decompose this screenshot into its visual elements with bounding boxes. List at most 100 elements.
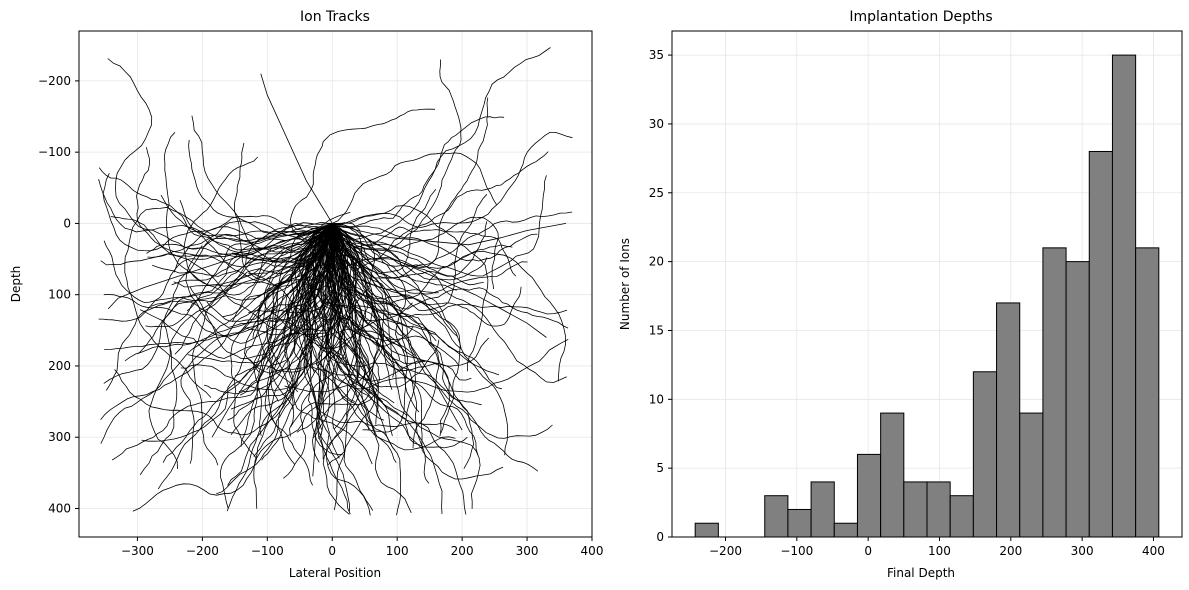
ion-track	[284, 223, 385, 393]
ion-track	[290, 223, 381, 428]
histogram-bar	[1111, 54, 1137, 538]
ion-track	[332, 97, 489, 269]
ion-tracks-title: Ion Tracks	[300, 9, 370, 25]
ion-tracks-ylabel: Depth	[9, 266, 23, 303]
implantation-depths-y-tick-label: 5	[656, 461, 664, 475]
ion-track	[331, 223, 358, 511]
ion-track	[300, 211, 351, 332]
histogram-bar	[926, 481, 951, 538]
ion-track	[100, 223, 333, 444]
ion-track	[332, 205, 489, 372]
ion-track	[311, 223, 395, 404]
ion-track	[332, 222, 457, 291]
ion-track	[332, 223, 528, 295]
histogram-bar	[903, 481, 928, 538]
ion-track	[234, 223, 344, 377]
implantation-depths-xlabel: Final Depth	[887, 566, 955, 580]
ion-track	[326, 223, 553, 439]
ion-track	[192, 223, 333, 466]
implantation-depths-y-tick-label: 10	[649, 392, 664, 406]
implantation-depths-y-tick-label: 0	[656, 530, 664, 544]
ion-track	[171, 222, 333, 286]
ion-track	[331, 223, 378, 425]
ion-track	[160, 194, 333, 234]
ion-track	[331, 223, 412, 513]
ion-track	[98, 223, 333, 322]
ion-track	[331, 223, 567, 383]
ion-track	[312, 223, 333, 477]
histogram-bar	[949, 495, 974, 538]
ion-track	[324, 223, 479, 456]
ion-track	[188, 139, 333, 242]
implantation-depths-title: Implantation Depths	[849, 9, 992, 25]
implantation-depths-x-tick-label: 0	[864, 544, 872, 558]
ion-tracks-x-tick-label: 400	[581, 544, 604, 558]
histogram-bar	[1088, 150, 1113, 538]
implantation-depths-x-ticks: −200 −100 0 100 200 300 400	[709, 537, 1165, 558]
ion-track	[107, 58, 333, 263]
ion-track	[331, 223, 408, 417]
histogram-bar	[810, 481, 835, 538]
ion-track	[132, 223, 367, 512]
ion-track	[103, 223, 333, 384]
ion-track	[253, 223, 374, 457]
ion-track	[186, 221, 333, 312]
implantation-depths-bars	[694, 54, 1160, 538]
ion-track	[331, 223, 500, 376]
ion-track	[330, 223, 481, 509]
ion-track	[145, 223, 333, 328]
ion-track	[318, 223, 396, 451]
ion-track	[309, 223, 440, 388]
histogram-bar	[856, 453, 882, 538]
ion-track	[139, 223, 333, 476]
implantation-depths-panel: Implantation Depths −200 −100 0 100 200 300 40…	[618, 9, 1183, 580]
ion-track	[103, 223, 333, 303]
ion-track	[248, 223, 338, 314]
ion-track	[183, 156, 333, 296]
ion-track	[220, 223, 333, 509]
implantation-depths-ylabel: Number of Ions	[618, 238, 632, 330]
ion-track	[114, 223, 334, 436]
ion-track	[331, 223, 567, 382]
implantation-depths-x-tick-label: 100	[928, 544, 951, 558]
ion-track	[331, 175, 547, 277]
implantation-depths-y-tick-label: 20	[649, 255, 664, 269]
histogram-bar	[1065, 261, 1090, 538]
ion-track	[332, 116, 505, 228]
ion-tracks-y-ticks: −200 −100 0 100 200 300 400	[38, 74, 79, 515]
ion-track	[332, 152, 497, 224]
ion-track	[323, 223, 402, 516]
ion-track	[163, 132, 333, 286]
ion-track	[179, 200, 333, 287]
ion-track	[331, 223, 379, 430]
ion-track	[230, 223, 333, 410]
ion-track	[331, 223, 468, 449]
implantation-depths-x-tick-label: 200	[999, 544, 1022, 558]
implantation-depths-x-tick-label: 400	[1142, 544, 1165, 558]
ion-track	[227, 223, 333, 486]
ion-track	[98, 178, 333, 263]
ion-tracks-x-tick-label: 100	[386, 544, 409, 558]
ion-tracks-panel: Ion Tracks −300 −200 −100 0 100 200 300 400 −20…	[9, 9, 603, 580]
implantation-depths-x-tick-label: −200	[709, 544, 742, 558]
ion-track	[230, 223, 333, 459]
implantation-depths-plot-frame	[671, 30, 1183, 538]
ion-tracks-y-tick-label: −100	[38, 145, 71, 159]
ion-track	[211, 223, 333, 438]
ion-track	[107, 223, 333, 310]
implantation-depths-y-ticks: 0 5 10 15 20 25 30 35	[649, 48, 672, 544]
implantation-depths-x-tick-label: 300	[1071, 544, 1094, 558]
ion-track	[102, 173, 333, 252]
ion-track	[252, 223, 333, 338]
ion-tracks-y-tick-label: 100	[48, 288, 71, 302]
ion-tracks-y-tick-label: 300	[48, 430, 71, 444]
ion-track	[331, 223, 462, 349]
ion-track	[313, 223, 489, 382]
ion-track	[260, 73, 333, 224]
implantation-depths-y-tick-label: 25	[649, 186, 664, 200]
ion-tracks-y-tick-label: 400	[48, 501, 71, 515]
ion-track	[152, 223, 333, 277]
histogram-bar	[996, 302, 1021, 538]
ion-track	[332, 132, 573, 229]
